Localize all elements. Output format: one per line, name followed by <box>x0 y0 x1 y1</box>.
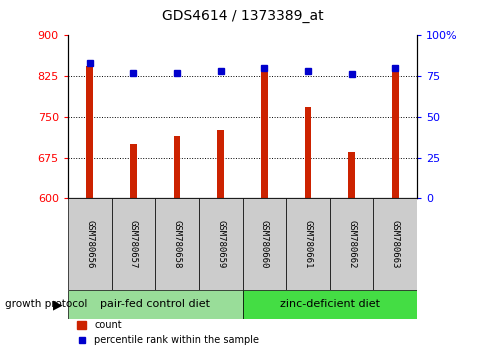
Legend: count, percentile rank within the sample: count, percentile rank within the sample <box>73 316 262 349</box>
Bar <box>68 290 242 319</box>
Bar <box>373 198 416 290</box>
Bar <box>391 65 398 198</box>
Bar <box>260 72 267 198</box>
Bar <box>130 144 136 198</box>
Bar <box>242 290 416 319</box>
Bar <box>111 198 155 290</box>
Bar <box>68 198 111 290</box>
Text: ▶: ▶ <box>53 298 63 311</box>
Text: GSM780659: GSM780659 <box>216 220 225 268</box>
Text: GSM780660: GSM780660 <box>259 220 268 268</box>
Text: GSM780662: GSM780662 <box>347 220 355 268</box>
Bar <box>304 107 311 198</box>
Text: pair-fed control diet: pair-fed control diet <box>100 299 210 309</box>
Text: GSM780661: GSM780661 <box>303 220 312 268</box>
Text: GSM780656: GSM780656 <box>85 220 94 268</box>
Bar <box>86 66 93 198</box>
Bar <box>348 152 354 198</box>
Bar <box>217 130 224 198</box>
Bar <box>286 198 329 290</box>
Text: GSM780658: GSM780658 <box>172 220 181 268</box>
Text: GSM780657: GSM780657 <box>129 220 137 268</box>
Text: GSM780663: GSM780663 <box>390 220 399 268</box>
Text: zinc-deficient diet: zinc-deficient diet <box>279 299 379 309</box>
Bar <box>329 198 373 290</box>
Bar <box>173 136 180 198</box>
Text: GDS4614 / 1373389_at: GDS4614 / 1373389_at <box>161 9 323 23</box>
Bar <box>242 198 286 290</box>
Bar <box>155 198 198 290</box>
Bar <box>198 198 242 290</box>
Text: growth protocol: growth protocol <box>5 299 87 309</box>
